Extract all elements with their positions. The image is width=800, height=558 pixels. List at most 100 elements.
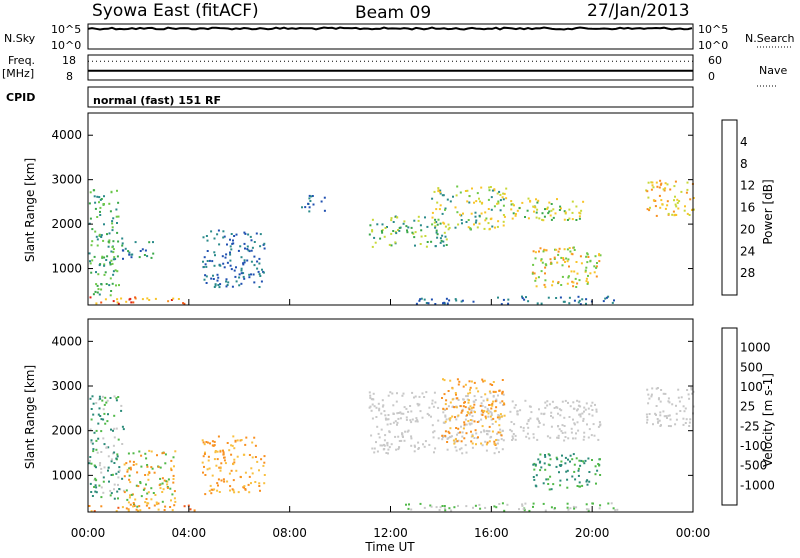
- data-cell: [90, 510, 93, 513]
- data-cell: [580, 262, 583, 265]
- data-cell: [500, 438, 503, 441]
- data-cell: [205, 235, 208, 237]
- data-cell: [96, 291, 99, 294]
- data-cell: [502, 214, 505, 216]
- data-cell: [227, 281, 230, 284]
- data-cell: [493, 189, 496, 192]
- data-cell: [487, 208, 490, 210]
- data-cell: [486, 407, 489, 410]
- data-cell: [89, 217, 92, 220]
- data-cell: [139, 250, 142, 252]
- data-cell: [598, 253, 601, 256]
- data-cell: [228, 472, 231, 475]
- data-cell: [544, 468, 547, 471]
- data-cell: [407, 226, 410, 229]
- data-cell: [413, 396, 415, 399]
- data-cell: [664, 392, 667, 395]
- data-cell: [246, 245, 249, 248]
- data-cell: [125, 300, 128, 303]
- data-cell: [407, 507, 410, 510]
- data-cell: [547, 483, 550, 485]
- data-cell: [373, 451, 376, 454]
- data-cell: [483, 227, 486, 230]
- data-cell: [421, 416, 424, 419]
- data-cell: [251, 456, 254, 459]
- data-cell: [397, 229, 399, 231]
- data-cell: [442, 244, 445, 247]
- data-cell: [490, 414, 493, 416]
- data-cell: [538, 422, 541, 424]
- data-cell: [499, 428, 502, 431]
- data-cell: [434, 245, 437, 248]
- data-cell: [498, 414, 501, 417]
- data-cell: [111, 473, 114, 476]
- data-cell: [555, 297, 558, 299]
- data-cell: [458, 380, 461, 383]
- velocity-cbar-label: Velocity [m s-1]: [761, 373, 775, 467]
- data-cell: [486, 397, 489, 400]
- data-cell: [576, 421, 579, 424]
- data-cell: [550, 506, 553, 509]
- data-cell: [440, 239, 443, 242]
- data-cell: [235, 266, 237, 269]
- data-cell: [428, 443, 431, 446]
- data-cell: [544, 272, 546, 275]
- data-cell: [92, 413, 95, 416]
- data-cell: [586, 479, 589, 482]
- data-cell: [591, 409, 594, 411]
- data-cell: [243, 277, 246, 280]
- data-cell: [145, 498, 148, 500]
- data-cell: [660, 199, 663, 202]
- data-cell: [597, 425, 600, 428]
- data-cell: [112, 217, 115, 220]
- data-cell: [663, 189, 666, 192]
- data-cell: [258, 273, 261, 276]
- data-cell: [480, 212, 483, 215]
- data-cell: [423, 445, 426, 448]
- data-cell: [103, 256, 106, 259]
- data-cell: [151, 467, 154, 470]
- data-cell: [454, 298, 457, 301]
- data-cell: [569, 405, 572, 408]
- data-cell: [243, 259, 246, 262]
- data-cell: [406, 229, 408, 232]
- data-cell: [95, 479, 98, 482]
- data-cell: [231, 444, 234, 447]
- data-cell: [415, 302, 418, 305]
- data-cell: [488, 227, 491, 230]
- data-cell: [102, 480, 105, 483]
- data-cell: [371, 417, 374, 420]
- data-cell: [394, 215, 397, 218]
- data-cell: [596, 262, 598, 264]
- data-cell: [103, 466, 106, 469]
- data-cell: [521, 504, 524, 507]
- data-cell: [550, 218, 553, 221]
- data-cell: [469, 419, 472, 421]
- data-cell: [103, 195, 105, 198]
- data-cell: [259, 233, 262, 236]
- data-cell: [536, 302, 539, 305]
- data-cell: [558, 209, 561, 211]
- data-cell: [503, 403, 506, 406]
- data-cell: [449, 401, 452, 404]
- data-cell: [495, 406, 498, 409]
- data-cell: [381, 223, 384, 226]
- data-cell: [167, 478, 170, 481]
- data-cell: [125, 489, 128, 492]
- data-cell: [498, 503, 501, 505]
- data-cell: [441, 438, 444, 441]
- data-cell: [667, 212, 670, 215]
- data-cell: [164, 453, 167, 456]
- data-cell: [459, 431, 462, 434]
- data-cell: [432, 436, 435, 439]
- data-cell: [115, 208, 118, 211]
- data-cell: [123, 463, 126, 466]
- data-cell: [443, 505, 446, 507]
- ytick-label: 4000: [51, 128, 82, 142]
- data-cell: [109, 489, 112, 492]
- data-cell: [202, 260, 204, 263]
- data-cell: [572, 246, 575, 249]
- data-cell: [456, 440, 459, 443]
- data-cell: [524, 399, 527, 402]
